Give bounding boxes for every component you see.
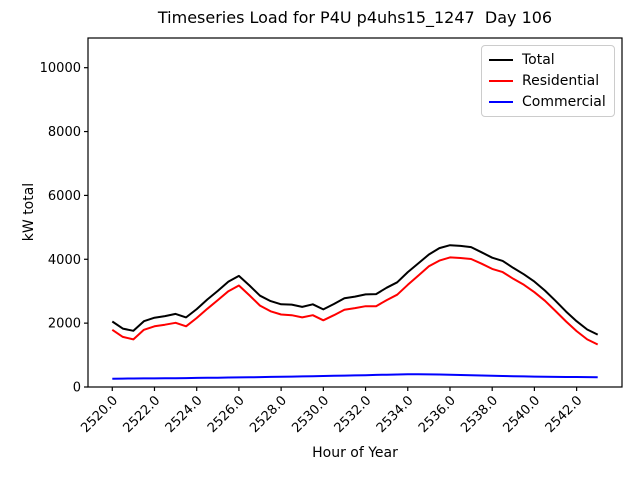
legend-line-sample xyxy=(489,101,513,103)
y-tick-label: 10000 xyxy=(40,61,81,76)
legend-item-residential: Residential xyxy=(489,74,606,88)
y-tick-label: 8000 xyxy=(48,125,81,140)
legend-item-total: Total xyxy=(489,53,606,67)
series-line-residential xyxy=(111,256,599,346)
legend-label: Residential xyxy=(522,73,600,89)
x-tick-label: 2524.0 xyxy=(163,393,206,436)
x-tick-label: 2532.0 xyxy=(332,393,375,436)
legend-label: Total xyxy=(522,52,555,68)
x-tick-label: 2522.0 xyxy=(121,393,164,436)
x-tick-label: 2520.0 xyxy=(78,393,121,436)
y-tick-label: 4000 xyxy=(48,253,81,268)
legend-line-sample xyxy=(489,80,513,82)
x-tick-label: 2540.0 xyxy=(500,393,543,436)
series-line-commercial xyxy=(112,373,598,380)
legend-item-commercial: Commercial xyxy=(489,95,606,109)
legend: Total Residential Commercial xyxy=(481,45,615,117)
x-tick-label: 2538.0 xyxy=(458,393,501,436)
y-tick-label: 0 xyxy=(73,381,81,396)
x-tick-label: 2542.0 xyxy=(543,393,586,436)
y-tick-label: 2000 xyxy=(48,317,81,332)
x-tick-label: 2530.0 xyxy=(289,393,332,436)
x-tick-label: 2534.0 xyxy=(374,393,417,436)
legend-label: Commercial xyxy=(522,94,606,110)
x-tick-label: 2536.0 xyxy=(416,393,459,436)
chart-title: Timeseries Load for P4U p4uhs15_1247 Day… xyxy=(157,8,553,27)
y-tick-label: 6000 xyxy=(48,189,81,204)
x-tick-label: 2526.0 xyxy=(205,393,248,436)
legend-line-sample xyxy=(489,59,513,61)
axes-frame xyxy=(87,37,623,388)
x-tick-label: 2528.0 xyxy=(247,393,290,436)
series-line-total xyxy=(111,244,599,336)
x-axis-label: Hour of Year xyxy=(312,445,398,461)
